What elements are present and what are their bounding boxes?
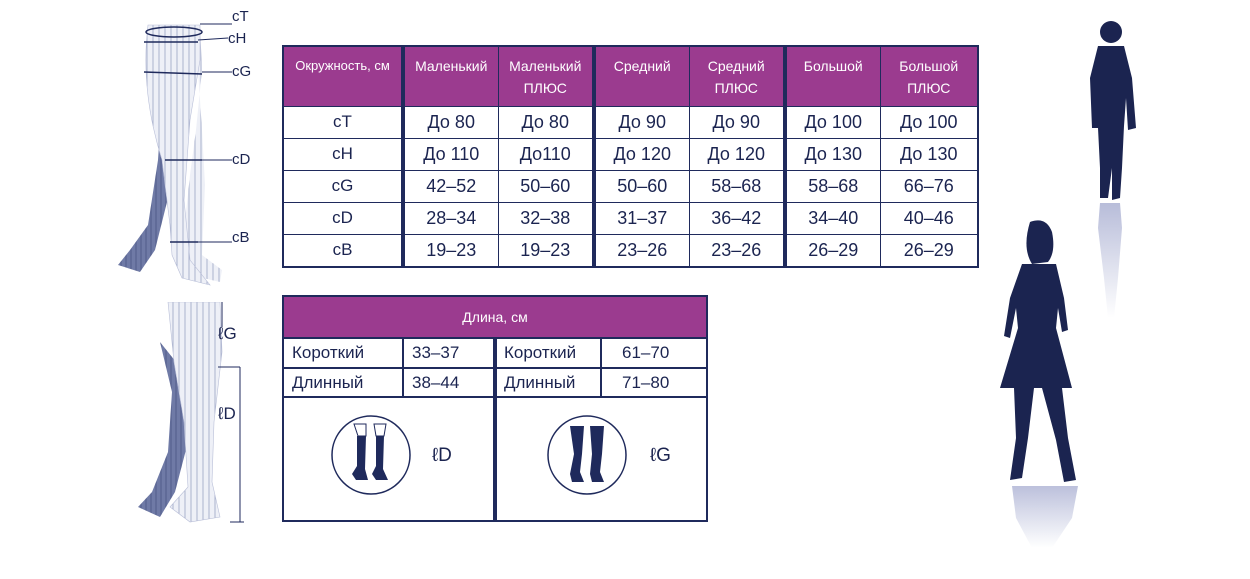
leg-length-illustration <box>138 302 244 523</box>
table-cell: 26–29 <box>784 233 881 267</box>
man-silhouette <box>1090 21 1136 318</box>
row-label: cT <box>282 105 405 139</box>
header-medium-plus: Средний ПЛЮС <box>688 45 787 107</box>
table-row: cH До 110 До110 До 120 До 120 До 130 До … <box>282 137 979 171</box>
row-label: cB <box>282 233 405 267</box>
table-cell: До 90 <box>593 105 690 139</box>
table-cell: 23–26 <box>593 233 690 267</box>
row-label: cD <box>282 201 405 235</box>
table-cell: 19–23 <box>402 233 499 267</box>
table-cell: 19–23 <box>497 233 596 267</box>
leg-label-cb: cB <box>232 229 250 246</box>
leg-measurement-illustration <box>118 23 232 286</box>
circumference-size-table: Окружность, см Маленький Маленький ПЛЮС … <box>282 45 979 268</box>
leg-label-ch: cH <box>228 30 247 47</box>
header-small-plus: Маленький ПЛЮС <box>497 45 596 107</box>
table-cell: 31–37 <box>593 201 690 235</box>
table-cell: 23–26 <box>688 233 787 267</box>
table-cell: 58–68 <box>784 169 881 203</box>
length-left-short-label: Короткий <box>292 343 365 362</box>
leg-label-cg: cG <box>232 63 252 80</box>
length-label-lg: ℓG <box>218 324 237 343</box>
table-row: cT До 80 До 80 До 90 До 90 До 100 До 100 <box>282 105 979 139</box>
table-cell: 50–60 <box>593 169 690 203</box>
length-right-long-label: Длинный <box>504 373 576 392</box>
header-small: Маленький <box>402 45 499 107</box>
table-cell: 58–68 <box>688 169 787 203</box>
knee-high-label: ℓD <box>432 445 452 466</box>
table-cell: До 100 <box>784 105 881 139</box>
length-right-long-value: 71–80 <box>622 373 670 392</box>
length-table-title: Длина, см <box>284 297 706 337</box>
length-table: Длина, см Короткий 33–37 Длинный 38–44 К… <box>282 295 708 522</box>
table-cell: 34–40 <box>784 201 881 235</box>
table-cell: До 80 <box>497 105 596 139</box>
table-cell: До 100 <box>879 105 979 139</box>
table-cell: До 130 <box>784 137 881 171</box>
length-right-short-value: 61–70 <box>622 343 670 362</box>
table-header-row: Окружность, см Маленький Маленький ПЛЮС … <box>282 45 979 107</box>
table-cell: До110 <box>497 137 596 171</box>
header-large-plus: Большой ПЛЮС <box>879 45 979 107</box>
table-cell: 36–42 <box>688 201 787 235</box>
table-cell: 50–60 <box>497 169 596 203</box>
table-cell: 32–38 <box>497 201 596 235</box>
table-row: cB 19–23 19–23 23–26 23–26 26–29 26–29 <box>282 233 979 267</box>
table-cell: До 120 <box>593 137 690 171</box>
table-cell: 66–76 <box>879 169 979 203</box>
leg-label-ct: cT <box>232 8 249 25</box>
leg-label-cd: cD <box>232 151 251 168</box>
table-cell: 28–34 <box>402 201 499 235</box>
row-label: cH <box>282 137 405 171</box>
length-left-long-value: 38–44 <box>412 373 460 392</box>
table-row: cG 42–52 50–60 50–60 58–68 58–68 66–76 <box>282 169 979 203</box>
table-cell: 42–52 <box>402 169 499 203</box>
knee-high-stocking-icon <box>331 415 411 495</box>
table-cell: 26–29 <box>879 233 979 267</box>
thigh-high-label: ℓG <box>650 445 671 466</box>
table-cell: До 80 <box>402 105 499 139</box>
table-cell: До 110 <box>402 137 499 171</box>
length-label-ld: ℓD <box>218 404 236 423</box>
table-cell: До 90 <box>688 105 787 139</box>
header-medium: Средний <box>593 45 690 107</box>
thigh-high-stocking-icon <box>547 415 627 495</box>
header-large: Большой <box>784 45 881 107</box>
row-label: cG <box>282 169 405 203</box>
table-cell: До 120 <box>688 137 787 171</box>
length-left-short-value: 33–37 <box>412 343 460 362</box>
table-row: cD 28–34 32–38 31–37 36–42 34–40 40–46 <box>282 201 979 235</box>
length-left-long-label: Длинный <box>292 373 364 392</box>
length-right-short-label: Короткий <box>504 343 577 362</box>
table-cell: До 130 <box>879 137 979 171</box>
woman-silhouette <box>1000 220 1078 548</box>
header-circumference: Окружность, см <box>282 45 405 107</box>
table-cell: 40–46 <box>879 201 979 235</box>
